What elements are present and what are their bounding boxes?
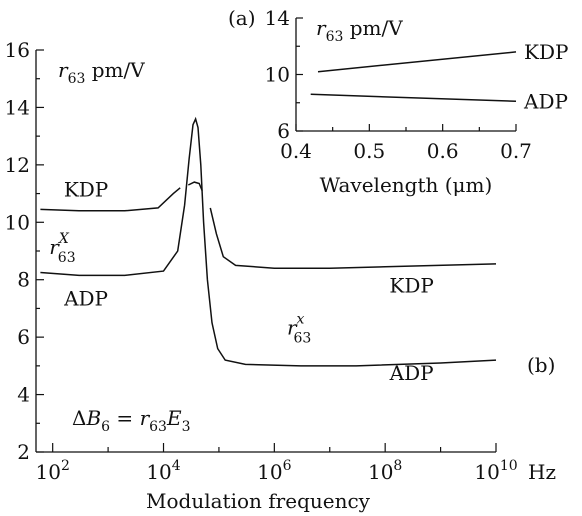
inset-x-tick-label: 0.4 — [280, 139, 312, 163]
main-x-tick-label: 104 — [146, 458, 180, 484]
inset-series-label-adp: ADP — [523, 89, 568, 113]
main-y-label: r63 pm/V — [58, 58, 145, 87]
main-series — [40, 116, 497, 367]
main-y-tick-label: 8 — [17, 268, 30, 292]
inset-labels: KDP ADP — [523, 40, 568, 113]
inset-series-line-adp — [310, 93, 517, 103]
curve-label-kdp: KDP — [389, 274, 433, 298]
main-x-tick-label: 102 — [35, 458, 69, 484]
curve-label-adp: ADP — [389, 361, 434, 385]
inset-y-tick-label: 14 — [265, 6, 290, 30]
panel-label-b: (b) — [527, 353, 555, 377]
series-line-adp — [40, 116, 497, 367]
inset-axes: 6 10 14 0.4 0.5 0.6 0.7 Wavelength (μm) r63 pm/V… — [228, 6, 532, 197]
main-y-tick-label: 10 — [5, 210, 30, 234]
inset-x-tick-label: 0.6 — [427, 139, 459, 163]
main-y-tick-label: 2 — [17, 440, 30, 464]
inset-series-line-kdp — [317, 51, 517, 73]
coefficient-label-r63-x: rx 63 — [287, 311, 311, 346]
inset-y-label: r63 pm/V — [316, 16, 403, 45]
inset-series-label-kdp: KDP — [524, 40, 568, 64]
main-x-tick-label: 108 — [368, 458, 402, 484]
main-labels: KDP ADP KDP ADP rX 63 rx 63 (b) ΔB6 = r63E3 — [49, 177, 555, 435]
main-x-label: Modulation frequency — [146, 489, 371, 513]
equation-annotation: ΔB6 = r63E3 — [72, 406, 190, 435]
inset-x-tick-label: 0.5 — [353, 139, 385, 163]
coefficient-label-r63-X: rX 63 — [49, 231, 75, 266]
main-y-tick-label: 4 — [17, 383, 30, 407]
inset-y-tick-label: 10 — [265, 63, 290, 87]
main-x-tick-label: 1010 — [474, 458, 517, 484]
main-y-tick-label: 16 — [5, 38, 30, 62]
main-x-unit: Hz — [528, 460, 556, 484]
main-y-tick-label: 6 — [17, 325, 30, 349]
main-y-tick-label: 14 — [5, 95, 30, 119]
inset-x-label: Wavelength (μm) — [320, 173, 493, 197]
series-line-kdp-peak — [187, 181, 203, 191]
inset-y-tick-label: 6 — [277, 119, 290, 143]
inset-x-tick-label: 0.7 — [500, 139, 532, 163]
curve-label-adp: ADP — [63, 287, 108, 311]
panel-label-a: (a) — [228, 6, 256, 30]
main-x-tick-label: 106 — [257, 458, 291, 484]
series-line-kdp-high — [209, 207, 497, 269]
series-line-kdp-low — [40, 187, 181, 212]
main-y-tick-label: 12 — [5, 153, 30, 177]
curve-label-kdp: KDP — [64, 177, 108, 201]
inset-series — [310, 51, 517, 103]
inset-chart: 6 10 14 0.4 0.5 0.6 0.7 Wavelength (μm) r63 pm/V… — [228, 6, 568, 197]
